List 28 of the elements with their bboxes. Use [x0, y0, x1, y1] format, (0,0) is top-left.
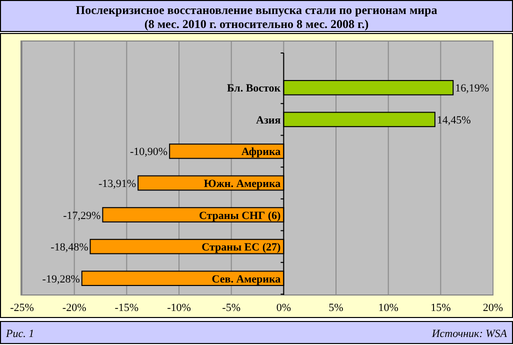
y-tick-label: Африка: [241, 146, 282, 158]
y-tick-label: Сев. Америка: [212, 273, 282, 286]
y-tick-label: Страны ЕС (27): [202, 242, 281, 254]
chart-subtitle: (8 мес. 2010 г. относительно 8 мес. 2008 г.): [144, 17, 369, 31]
x-tick-label: 15%: [430, 302, 451, 314]
text: Рис. 1: [5, 328, 34, 340]
x-tick-label: -10%: [167, 302, 191, 314]
x-tick-label: -25%: [10, 302, 34, 314]
data-label: -13,91%: [98, 178, 136, 190]
y-tick-label: Южн. Америка: [204, 178, 282, 190]
y-tick-label: Страны СНГ (6): [198, 210, 281, 222]
x-tick-label: 20%: [482, 302, 504, 314]
y-tick-label: Бл. Восток: [227, 82, 282, 95]
data-label: 16,19%: [455, 82, 490, 95]
data-label: 14,45%: [436, 114, 471, 126]
y-tick-label: Азия: [256, 114, 281, 126]
x-tick-label: 5%: [328, 302, 344, 314]
x-tick-label: -5%: [222, 302, 240, 314]
data-label: -18,48%: [50, 242, 88, 254]
chart-title: Послекризисное восстановление выпуска стали по регионам мира: [76, 3, 438, 17]
data-label: -19,28%: [42, 273, 80, 286]
data-label: -17,29%: [63, 210, 101, 222]
x-tick-label: -15%: [114, 302, 139, 314]
text: Источник: WSA: [430, 328, 508, 340]
x-tick-label: 10%: [378, 302, 398, 314]
data-label: -10,90%: [130, 146, 168, 158]
x-tick-label: 0%: [276, 302, 292, 314]
x-tick-label: -20%: [62, 302, 86, 314]
